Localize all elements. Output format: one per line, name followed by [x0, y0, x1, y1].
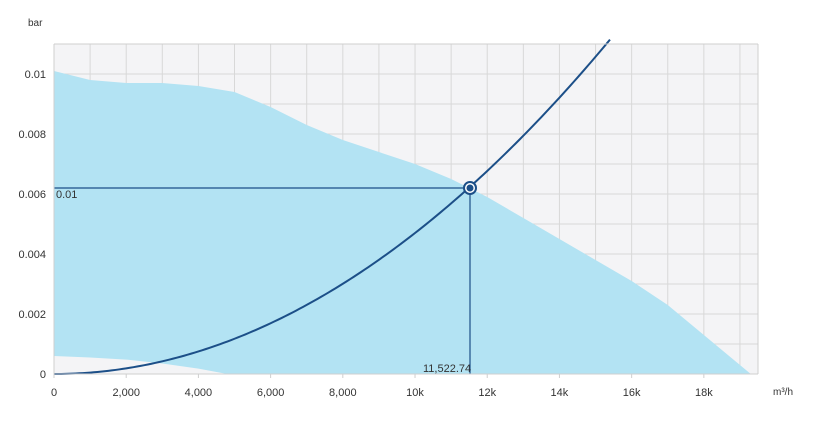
x-tick-label: 10k: [406, 387, 424, 399]
operating-point-crosshair: [54, 187, 471, 374]
axes: [53, 43, 759, 375]
y-tick-label: 0.01: [25, 69, 46, 81]
y-tick-label: 0.006: [18, 189, 46, 201]
x-tick-label: 12k: [478, 387, 496, 399]
y-tick-label: 0.004: [18, 249, 46, 261]
operating-range-area: [54, 71, 751, 374]
x-tick-label: 8,000: [329, 387, 357, 399]
x-tick-label: 0: [51, 387, 57, 399]
x-tick-label: 18k: [695, 387, 713, 399]
y-tick-label: 0: [40, 369, 46, 381]
x-axis-unit: m³/h: [773, 387, 793, 398]
x-tick-label: 16k: [623, 387, 641, 399]
x-tick-label: 4,000: [185, 387, 213, 399]
x-tick-label: 2,000: [112, 387, 140, 399]
y-axis-unit: bar: [28, 18, 43, 29]
operating-point-dot: [466, 184, 474, 192]
x-tick-label: 14k: [551, 387, 569, 399]
y-tick-label: 0.008: [18, 129, 46, 141]
x-tick-label: 6,000: [257, 387, 285, 399]
operating-point-marker[interactable]: [463, 181, 478, 195]
system-curve-line: [53, 38, 611, 375]
y-tick-label: 0.002: [18, 309, 46, 321]
operating-point-y-label: 0.01: [56, 189, 77, 201]
x-axis-ticks: 0 2,000 4,000 6,000 8,000 10k 12k 14k 16k 18k: [51, 374, 713, 399]
y-axis-ticks: 0 0.002 0.004 0.006 0.008 0.01: [18, 69, 46, 381]
operating-point-x-label: 11,522.74: [423, 363, 471, 375]
